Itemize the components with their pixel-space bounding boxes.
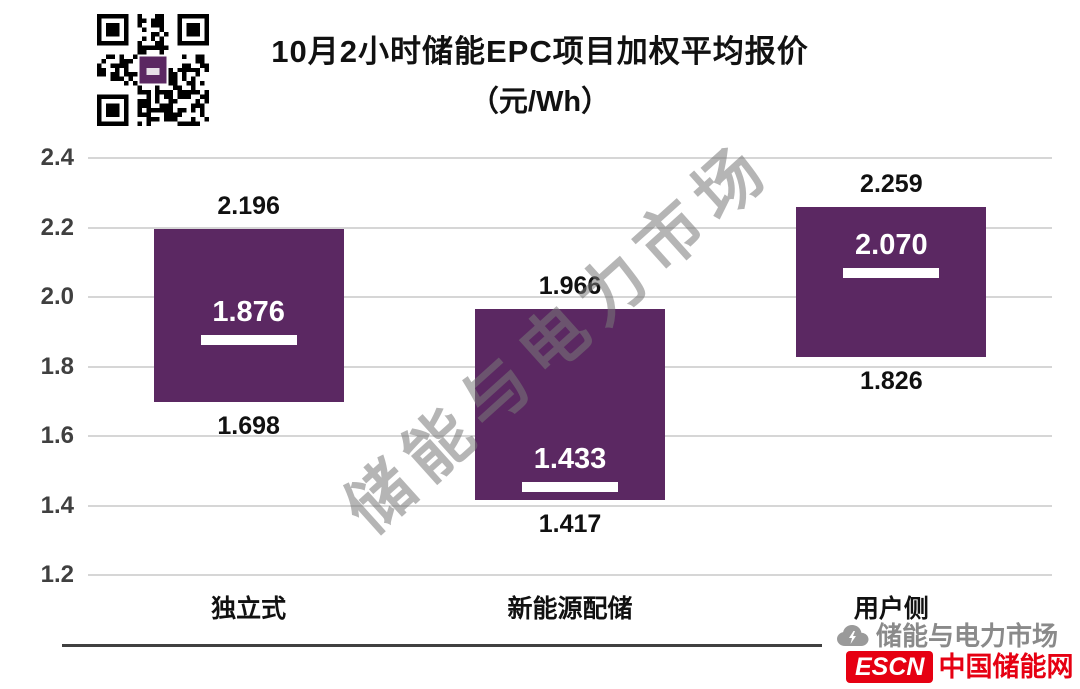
footer-watermark: 储能与电力市场 [836,616,1058,653]
max-value-label: 1.966 [538,271,602,300]
gridline [88,226,1052,229]
y-axis-tick-label: 1.6 [40,422,74,449]
gridline [88,574,1052,576]
chart-title: 10月2小时储能EPC项目加权平均报价 [271,34,809,69]
y-axis-tick-label: 2.0 [40,283,74,310]
x-axis-category-label: 新能源配储 [507,595,633,623]
footer-divider [62,644,822,647]
min-value-label: 1.417 [538,509,602,538]
max-value-label: 2.196 [217,191,280,220]
gridline [88,296,1052,298]
chart-subtitle: （元/Wh） [469,86,611,118]
x-axis-category-label: 独立式 [211,595,287,623]
range-bar [796,206,987,358]
escn-logo: ESCN 中国储能网 [846,651,1073,683]
y-axis-tick-label: 2.4 [40,144,74,171]
avg-marker-line [522,481,618,492]
range-bar [153,228,344,402]
x-axis-category-label: 用户侧 [853,595,929,623]
y-axis-tick-label: 1.4 [40,491,74,519]
avg-marker-line [200,335,297,346]
max-value-label: 2.259 [860,169,923,198]
y-axis-tick-label: 1.8 [40,352,74,380]
escn-site-name: 中国储能网 [938,652,1074,682]
y-axis-tick-label: 2.2 [40,213,74,241]
cloud-icon [836,622,870,648]
footer-watermark-text: 储能与电力市场 [876,621,1059,651]
gridline [88,157,1052,159]
avg-value-label: 2.070 [855,228,928,261]
avg-value-label: 1.433 [533,442,607,475]
y-axis-tick-label: 1.2 [40,561,74,588]
gridline [88,504,1052,507]
avg-marker-line [843,267,940,278]
min-value-label: 1.698 [217,411,280,440]
range-bar [475,308,665,500]
qr-code-icon [97,14,209,126]
escn-badge: ESCN [846,651,934,683]
min-value-label: 1.826 [860,367,923,396]
avg-value-label: 1.876 [212,296,285,329]
